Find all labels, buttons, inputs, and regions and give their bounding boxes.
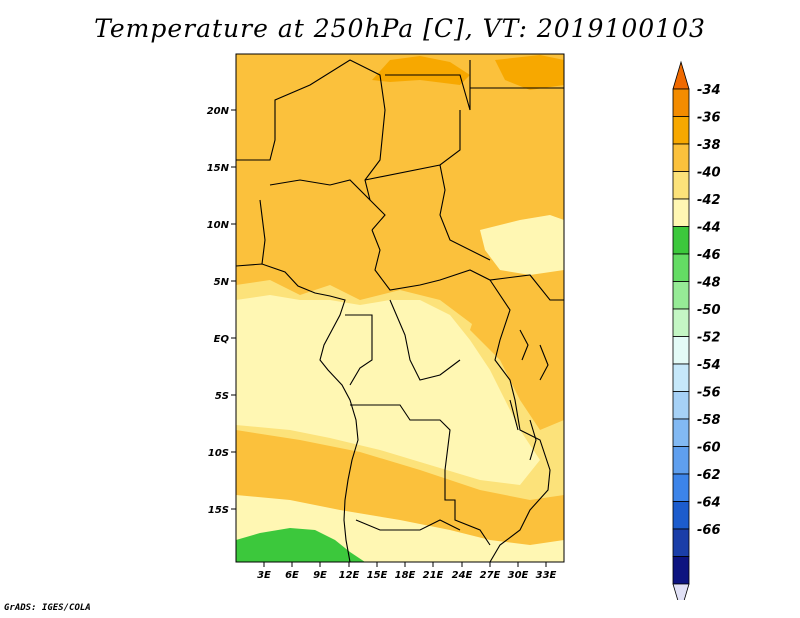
colorbar-label: -60 — [697, 441, 721, 456]
lon-label: 3E — [257, 570, 271, 581]
lon-labels: 3E 6E 9E 12E 15E 18E 21E 24E 27E 30E 33E — [257, 570, 556, 581]
colorbar-label: -50 — [697, 303, 721, 318]
colorbar-segment — [672, 171, 690, 200]
colorbar-segment — [672, 473, 690, 502]
colorbar-segment — [672, 418, 690, 447]
colorbar-label: -38 — [697, 138, 721, 153]
colorbar-segment — [672, 363, 690, 392]
lon-label: 24E — [452, 570, 473, 581]
colorbar-label: -44 — [697, 221, 721, 236]
colorbar-label: -54 — [697, 358, 721, 373]
lon-label: 33E — [536, 570, 557, 581]
field-band-44-center — [236, 295, 540, 485]
colorbar-segment — [672, 116, 690, 145]
colorbar-label: -56 — [697, 386, 721, 401]
colorbar-segment — [672, 336, 690, 365]
chart-title: Temperature at 250hPa [C], VT: 201910010… — [94, 14, 706, 43]
colorbar-label: -36 — [697, 111, 721, 126]
colorbar-label: -52 — [697, 331, 721, 346]
credit-text: GrADS: IGES/COLA — [4, 603, 91, 613]
lon-label: 21E — [423, 570, 444, 581]
field-region-46 — [236, 528, 365, 562]
colorbar-segment — [672, 143, 690, 172]
lon-label: 15E — [367, 570, 388, 581]
colorbar-segment — [672, 446, 690, 475]
colorbar-arrow-top — [672, 60, 690, 90]
lakes — [509, 329, 549, 461]
border-h — [345, 299, 461, 386]
boundaries — [235, 59, 564, 563]
colorbar-label: -46 — [697, 248, 721, 263]
map-frame — [235, 53, 565, 563]
lat-label: 5S — [215, 391, 229, 402]
border-e — [371, 229, 564, 301]
lat-label: 15N — [207, 163, 230, 174]
colorbar-segment — [672, 501, 690, 530]
lat-label: 10N — [207, 220, 230, 231]
field-spot-38-north — [372, 56, 470, 85]
lat-label: 5N — [214, 277, 230, 288]
lon-label: 6E — [285, 570, 299, 581]
border-f — [489, 279, 551, 563]
colorbar-label: -34 — [697, 83, 721, 98]
lat-label: 10S — [208, 448, 229, 459]
coastline — [235, 263, 359, 563]
colorbar-labels: -34 -36 -38 -40 -42 -44 -46 -48 -50 -52 -54 -56 -58 -… — [697, 83, 721, 538]
colorbar-label: -48 — [697, 276, 721, 291]
colorbar-segment — [672, 528, 690, 557]
colorbar-segment — [672, 391, 690, 420]
field-pocket-44-east — [480, 215, 564, 275]
colorbar-segment — [672, 198, 690, 227]
field-spot-38-northeast — [495, 55, 564, 90]
colorbar-label: -40 — [697, 166, 721, 181]
border-b — [385, 60, 564, 111]
lon-label: 12E — [339, 570, 360, 581]
lon-label: 30E — [508, 570, 529, 581]
colorbar-segment — [672, 281, 690, 310]
lon-label: 18E — [395, 570, 416, 581]
colorbar-segment — [672, 253, 690, 282]
temperature-field — [236, 54, 564, 562]
border-g — [350, 404, 491, 546]
border-d — [364, 110, 491, 261]
border-c — [259, 179, 371, 265]
colorbar-label: -64 — [697, 496, 721, 511]
colorbar-segment — [672, 556, 690, 585]
lon-label: 9E — [313, 570, 327, 581]
lat-label: 20N — [207, 106, 230, 117]
colorbar-segment — [672, 88, 690, 117]
lat-label: 15S — [208, 505, 229, 516]
colorbar-label: -42 — [697, 193, 721, 208]
colorbar-label: -58 — [697, 413, 721, 428]
border-i — [355, 519, 461, 531]
lat-labels: 20N 15N 10N 5N EQ 5S 10S 15S — [207, 106, 230, 516]
colorbar — [672, 60, 690, 600]
colorbar-label: -66 — [697, 523, 721, 538]
colorbar-segment — [672, 308, 690, 337]
colorbar-arrow-bottom — [672, 583, 690, 600]
lon-label: 27E — [480, 570, 501, 581]
colorbar-segment — [672, 226, 690, 255]
lat-axis — [231, 109, 236, 510]
field-band-40-north — [236, 54, 564, 330]
map-plot: 20N 15N 10N 5N EQ 5S 10S 15S 3E 6E 9E 12… — [207, 53, 721, 600]
lat-label: EQ — [214, 334, 230, 345]
field-band-40-east — [470, 260, 564, 430]
lon-axis — [263, 562, 547, 567]
colorbar-label: -62 — [697, 468, 721, 483]
